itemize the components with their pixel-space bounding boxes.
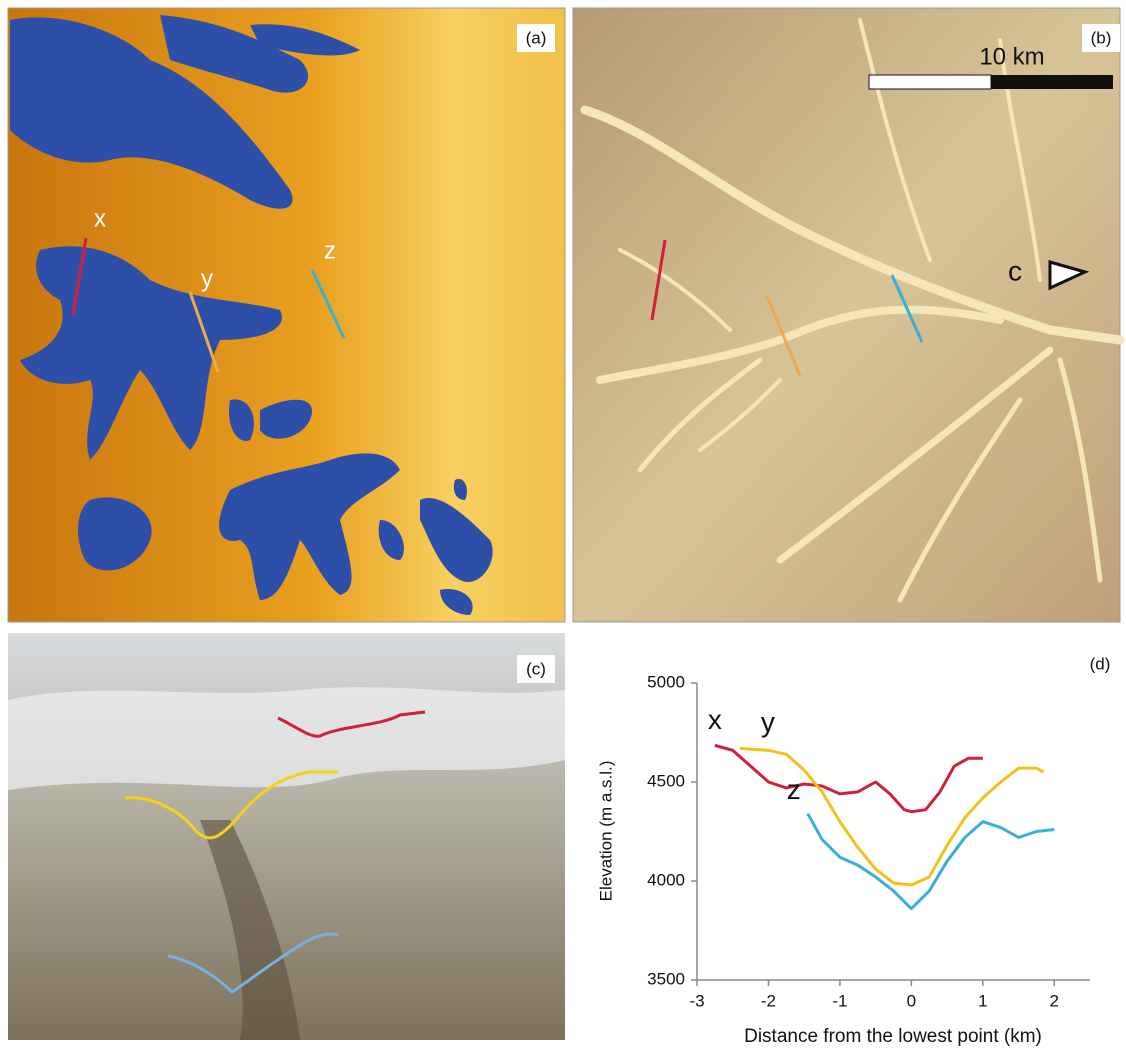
scale-bar	[869, 75, 991, 89]
figure: x y z (a) 10 km c (b)	[0, 0, 1126, 1052]
y-axis-title: Elevation (m a.s.l.)	[596, 761, 615, 902]
profile-label: z	[324, 237, 336, 264]
panel-b: 10 km c (b)	[573, 8, 1120, 622]
x-tick-label: 2	[1050, 991, 1059, 1010]
y-tick-label: 4000	[647, 870, 685, 889]
series-label: z	[787, 774, 801, 805]
panel-label: (b)	[1091, 28, 1112, 47]
x-tick-label: -3	[689, 991, 704, 1010]
panel-label: (d)	[1090, 654, 1111, 673]
panel-a: x y z (a)	[8, 8, 565, 622]
x-tick-label: 1	[978, 991, 987, 1010]
x-tick-label: 0	[907, 991, 916, 1010]
panel-label: (c)	[526, 659, 546, 678]
panel-label: (a)	[526, 28, 547, 47]
y-tick-label: 5000	[647, 672, 685, 691]
y-tick-label: 4500	[647, 771, 685, 790]
panel-c: (c)	[8, 633, 565, 1040]
y-tick-label: 3500	[647, 969, 685, 988]
viewpoint-label: c	[1008, 255, 1022, 286]
x-axis-title: Distance from the lowest point (km)	[744, 1026, 1042, 1047]
scale-bar	[991, 75, 1113, 89]
profile-label: y	[201, 265, 213, 292]
series-label: y	[761, 707, 775, 738]
profile-label: x	[94, 205, 106, 232]
series-label: x	[708, 704, 722, 735]
series-line	[740, 748, 1044, 885]
profile-chart: (d) Distance from the lowest point (km) …	[596, 654, 1110, 1047]
x-tick-label: -1	[832, 991, 847, 1010]
series-line	[715, 745, 983, 811]
scale-label: 10 km	[979, 43, 1044, 70]
x-tick-label: -2	[761, 991, 776, 1010]
